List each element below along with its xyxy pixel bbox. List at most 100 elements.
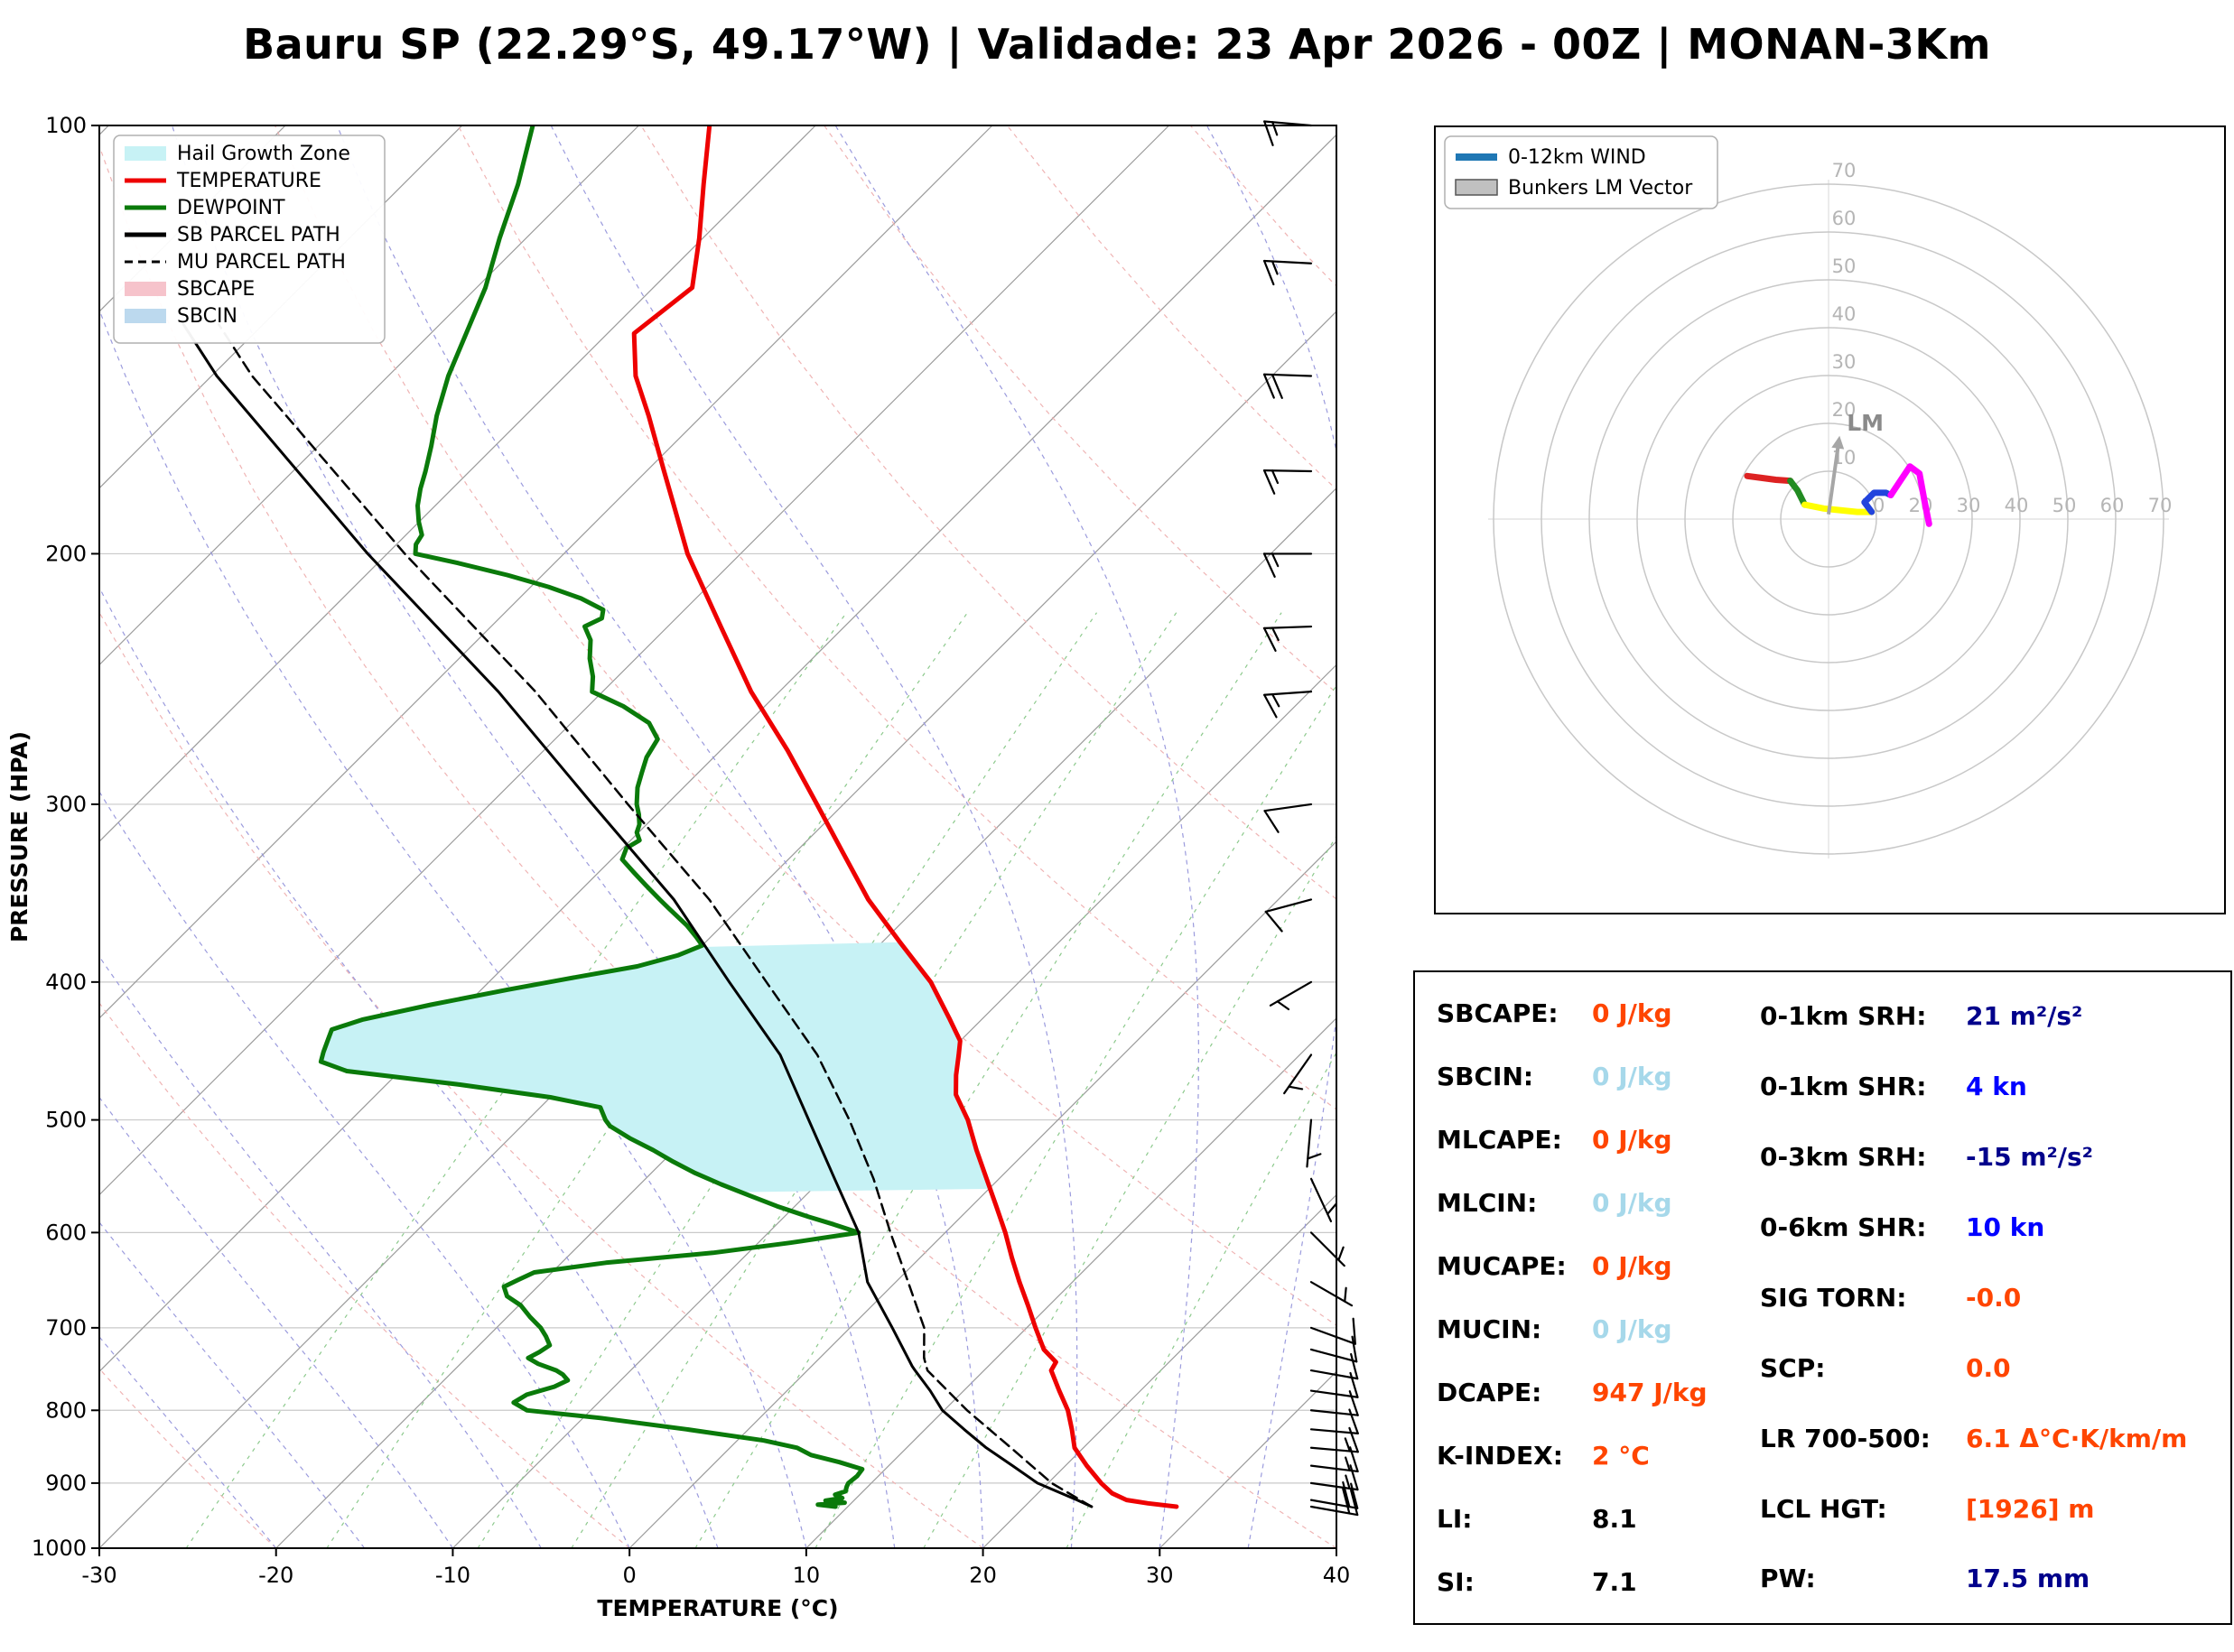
series-mu-parcel-path (218, 323, 1094, 1508)
temperature-tick-label: 30 (1146, 1563, 1174, 1588)
pressure-axis-label: PRESSURE (HPA) (6, 731, 33, 942)
wind-barb (1309, 1488, 1359, 1517)
lm-label: LM (1847, 410, 1884, 436)
hodograph-ring-label: 30 (1832, 351, 1857, 373)
isotherm-line (99, 125, 463, 489)
moist-adiabat-line (99, 1096, 453, 1548)
temperature-tick-label: -20 (258, 1563, 293, 1588)
index-value: 947 J/kg (1592, 1378, 1708, 1408)
legend-swatch (125, 309, 166, 323)
wind-barb (1262, 259, 1313, 286)
isotherm-line (99, 125, 993, 1019)
wind-barbs (1262, 120, 1359, 1517)
pressure-tick-label: 100 (45, 113, 87, 138)
skewt-background (99, 125, 1409, 1548)
index-row-lcl-hgt: LCL HGT: [1926] m (1760, 1494, 2214, 1524)
index-value: 0 J/kg (1592, 1124, 1672, 1155)
index-row-mucin: MUCIN: 0 J/kg (1437, 1314, 1760, 1344)
indices-panel: SBCAPE: 0 J/kg SBCIN: 0 J/kg MLCAPE: 0 J/kg ML… (1413, 970, 2232, 1625)
isotherm-line (99, 125, 1169, 1196)
index-label: LR 700-500: (1760, 1423, 1931, 1453)
wind-barb (1309, 1177, 1337, 1223)
index-value: 7.1 (1592, 1567, 1637, 1598)
pressure-tick-label: 500 (45, 1108, 87, 1133)
moist-adiabat-line (336, 125, 984, 1548)
temperature-tick-label: 10 (793, 1563, 821, 1588)
wind-barb (1309, 1390, 1359, 1416)
index-value: 0 J/kg (1592, 998, 1672, 1028)
hodograph-ring (1588, 279, 2069, 759)
wind-barb (1262, 625, 1313, 652)
pressure-tick-label: 300 (45, 792, 87, 817)
index-row-li: LI: 8.1 (1437, 1504, 1760, 1534)
index-label: SBCAPE: (1437, 998, 1559, 1028)
legend-label: TEMPERATURE (176, 170, 321, 192)
moist-adiabat-line (99, 955, 542, 1548)
hodograph-ring-label: 70 (2148, 495, 2173, 516)
index-label: 0-1km SRH: (1760, 1001, 1927, 1032)
legend-swatch (125, 282, 166, 296)
legend-label: Bunkers LM Vector (1508, 177, 1693, 200)
wind-barb (1264, 898, 1313, 933)
pressure-tick-label: 200 (45, 541, 87, 566)
index-label: DCAPE: (1437, 1378, 1542, 1408)
isotherm-line (275, 487, 1336, 1548)
wind-barb (1262, 373, 1313, 399)
hodograph-segment-0-1km (1744, 472, 1794, 485)
index-value: 17.5 mm (1966, 1564, 2090, 1594)
hodograph-ring (1732, 422, 1925, 616)
index-label: MLCAPE: (1437, 1124, 1562, 1155)
index-label: MUCIN: (1437, 1314, 1542, 1345)
mixing-ratio-line (477, 612, 1097, 1548)
dry-adiabat-line (1373, 125, 1409, 1548)
index-row-sbcin: SBCIN: 0 J/kg (1437, 1062, 1760, 1091)
index-row-pw: PW: 17.5 mm (1760, 1564, 2214, 1593)
pressure-tick-label: 900 (45, 1471, 87, 1496)
series-temperature (631, 125, 1179, 1509)
dry-adiabat-line (99, 144, 1336, 1548)
index-row-mucape: MUCAPE: 0 J/kg (1437, 1251, 1760, 1281)
mixing-ratio-line (1066, 1051, 1336, 1548)
index-value: 4 kn (1966, 1072, 2027, 1102)
index-row-k-index: K-INDEX: 2 °C (1437, 1441, 1760, 1471)
index-row-lr-700-500: LR 700-500: 6.1 Δ°C·K/km/m (1760, 1424, 2214, 1453)
moist-adiabat-line (99, 308, 807, 1548)
index-value: 2 °C (1592, 1441, 1650, 1471)
index-label: 0-1km SHR: (1760, 1072, 1927, 1102)
index-label: MUCAPE: (1437, 1250, 1567, 1281)
pressure-tick-label: 400 (45, 970, 87, 995)
legend-label: Hail Growth Zone (177, 143, 350, 165)
moist-adiabat-line (171, 125, 896, 1548)
temperature-tick-label: 40 (1323, 1563, 1351, 1588)
hodograph-ring-label: 60 (1832, 208, 1857, 229)
hodograph-ring (1636, 327, 2021, 711)
moist-adiabat-line (1336, 125, 1409, 1548)
index-value: 0 J/kg (1592, 1250, 1672, 1281)
hodograph-ring (1780, 470, 1877, 568)
mixing-ratio-line (185, 612, 847, 1548)
legend-label: SB PARCEL PATH (177, 224, 340, 246)
hodograph-ring-label: 50 (2052, 495, 2077, 516)
moist-adiabat-line (99, 1335, 277, 1548)
dry-adiabat-line (99, 611, 983, 1548)
mixing-ratio-line (814, 684, 1336, 1548)
temperature-tick-label: 20 (969, 1563, 997, 1588)
dry-adiabat-line (824, 125, 1336, 694)
legend-label: SBCAPE (177, 278, 255, 301)
hodograph-ring (1684, 375, 1973, 664)
legend-swatch (125, 146, 166, 161)
isotherm-line (628, 840, 1336, 1548)
isotherm-line (99, 125, 639, 666)
isotherm-line (99, 125, 816, 842)
wind-barb (1309, 1281, 1354, 1307)
page-title: Bauru SP (22.29°S, 49.17°W) | Validade: … (243, 20, 1991, 69)
index-value: 0 J/kg (1592, 1187, 1672, 1218)
index-label: SBCIN: (1437, 1061, 1534, 1091)
moist-adiabat-line (550, 125, 1078, 1548)
index-row-sbcape: SBCAPE: 0 J/kg (1437, 998, 1760, 1028)
series-dewpoint (318, 125, 865, 1509)
moist-adiabat-line (1205, 125, 1336, 1548)
